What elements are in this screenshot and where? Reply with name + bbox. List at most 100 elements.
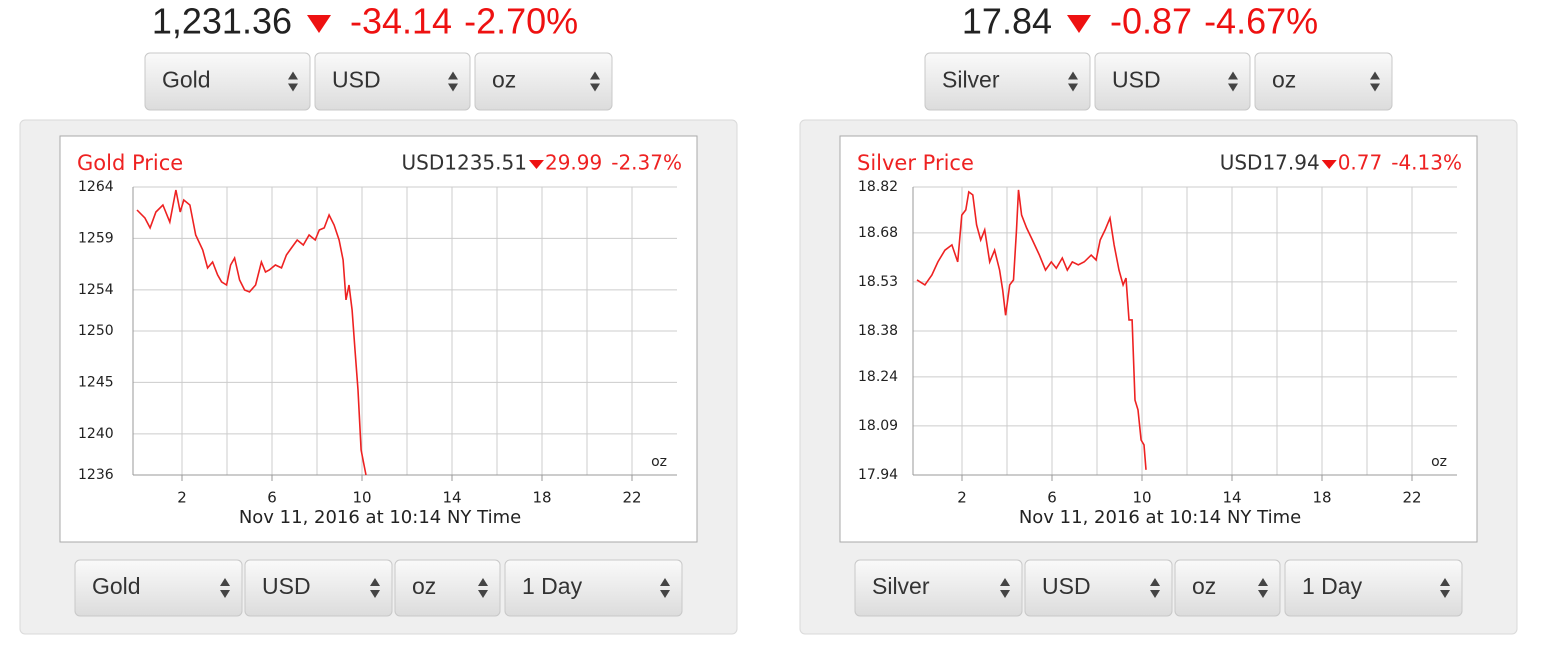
dropdown-arrow (660, 590, 670, 598)
unit-label: oz (1431, 454, 1447, 470)
dropdown[interactable]: USD (1024, 559, 1173, 617)
dropdown-label: USD (1042, 573, 1091, 599)
dropdown[interactable]: Gold (144, 52, 311, 111)
dropdown[interactable]: Gold (74, 559, 243, 617)
down-triangle (307, 15, 331, 33)
price-line (136, 189, 367, 476)
dropdown-arrow (478, 578, 488, 586)
dropdown-arrow (660, 578, 670, 586)
x-tick-label: 22 (1402, 489, 1421, 507)
dropdown-arrow (1370, 83, 1380, 92)
chart-title: Silver Price (857, 151, 974, 175)
change: -34.14 (350, 1, 452, 42)
dropdown-label: 1 Day (1302, 573, 1363, 599)
y-tick-label: 18.68 (858, 225, 898, 241)
dropdown-arrow (1228, 83, 1238, 92)
y-tick-label: 18.82 (858, 179, 898, 195)
dropdown-arrow (288, 71, 298, 80)
dropdown[interactable]: USD (1094, 52, 1251, 111)
y-tick-label: 1264 (78, 179, 114, 195)
dropdown-box (1174, 559, 1281, 617)
dropdown[interactable]: USD (244, 559, 393, 617)
quote-change-pct: -2.37% (611, 151, 682, 175)
dropdown-box (924, 52, 1091, 111)
x-tick-label: 2 (177, 489, 187, 507)
x-tick-label: 6 (267, 489, 277, 507)
dropdown-box (314, 52, 471, 111)
dropdown-arrow (1068, 71, 1078, 80)
change-pct: -4.67% (1204, 1, 1318, 42)
dropdown-arrow (1000, 590, 1010, 598)
dropdown-arrow (1150, 578, 1160, 586)
y-tick-label: 1250 (78, 323, 114, 339)
dropdown[interactable]: 1 Day (1284, 559, 1463, 617)
y-tick-label: 1240 (78, 426, 114, 442)
dropdown[interactable]: Silver (854, 559, 1023, 617)
chart-footer: Nov 11, 2016 at 10:14 NY Time (239, 507, 521, 528)
dropdown-label: USD (332, 67, 381, 93)
dropdown-label: oz (1272, 67, 1296, 93)
dropdown-arrow (1150, 590, 1160, 598)
dropdown[interactable]: 1 Day (504, 559, 683, 617)
dropdown-box (504, 559, 683, 617)
chart-footer: Nov 11, 2016 at 10:14 NY Time (1019, 507, 1301, 528)
price: 17.84 (962, 1, 1052, 42)
dropdown-label: Gold (162, 67, 211, 93)
x-tick-label: 6 (1047, 489, 1057, 507)
y-tick-label: 18.09 (858, 418, 898, 434)
chart-box (59, 135, 698, 543)
x-tick-label: 14 (442, 489, 461, 507)
x-tick-label: 18 (1312, 489, 1331, 507)
chart-title: Gold Price (77, 151, 183, 175)
dropdown[interactable]: Silver (924, 52, 1091, 111)
dropdown-box (474, 52, 613, 111)
x-tick-label: 22 (622, 489, 641, 507)
price-line (916, 189, 1147, 470)
dropdown-label: oz (1192, 573, 1216, 599)
y-tick-label: 18.24 (858, 369, 898, 385)
x-tick-label: 14 (1222, 489, 1241, 507)
dropdown-label: Silver (872, 573, 930, 599)
dropdown-label: oz (412, 573, 436, 599)
dropdown-box (144, 52, 311, 111)
dropdown-box (74, 559, 243, 617)
dropdown[interactable]: USD (314, 52, 471, 111)
dropdown[interactable]: oz (1254, 52, 1393, 111)
unit-label: oz (651, 454, 667, 470)
dropdown-arrow (370, 578, 380, 586)
y-tick-label: 1259 (78, 230, 114, 246)
quote-change: 29.99 (545, 151, 602, 175)
dropdown-label: USD (262, 573, 311, 599)
dropdown-arrow (220, 578, 230, 586)
x-tick-label: 10 (1132, 489, 1151, 507)
quote-change-pct: -4.13% (1391, 151, 1462, 175)
dropdown-arrow (1370, 71, 1380, 80)
dropdown-arrow (1228, 71, 1238, 80)
dropdown-arrow (1440, 578, 1450, 586)
dropdown-label: USD (1112, 67, 1161, 93)
dropdown-arrow (288, 83, 298, 92)
down-triangle (1321, 160, 1337, 169)
dropdown[interactable]: oz (474, 52, 613, 111)
dropdown-box (854, 559, 1023, 617)
dropdown-box (394, 559, 501, 617)
dropdown-arrow (1068, 83, 1078, 92)
y-tick-label: 1236 (78, 467, 114, 483)
y-tick-label: 18.53 (858, 274, 898, 290)
y-tick-label: 18.38 (858, 323, 898, 339)
dropdown-arrow (478, 590, 488, 598)
price: 1,231.36 (152, 1, 292, 42)
dropdown-arrow (590, 83, 600, 92)
change-pct: -2.70% (464, 1, 578, 42)
dropdown[interactable]: oz (394, 559, 501, 617)
dropdown-arrow (1258, 578, 1268, 586)
dropdown-arrow (1000, 578, 1010, 586)
dropdown[interactable]: oz (1174, 559, 1281, 617)
x-tick-label: 2 (957, 489, 967, 507)
down-triangle (1067, 15, 1091, 33)
y-tick-label: 17.94 (858, 467, 898, 483)
dropdown-arrow (448, 83, 458, 92)
quote-change: 0.77 (1338, 151, 1383, 175)
x-tick-label: 18 (532, 489, 551, 507)
